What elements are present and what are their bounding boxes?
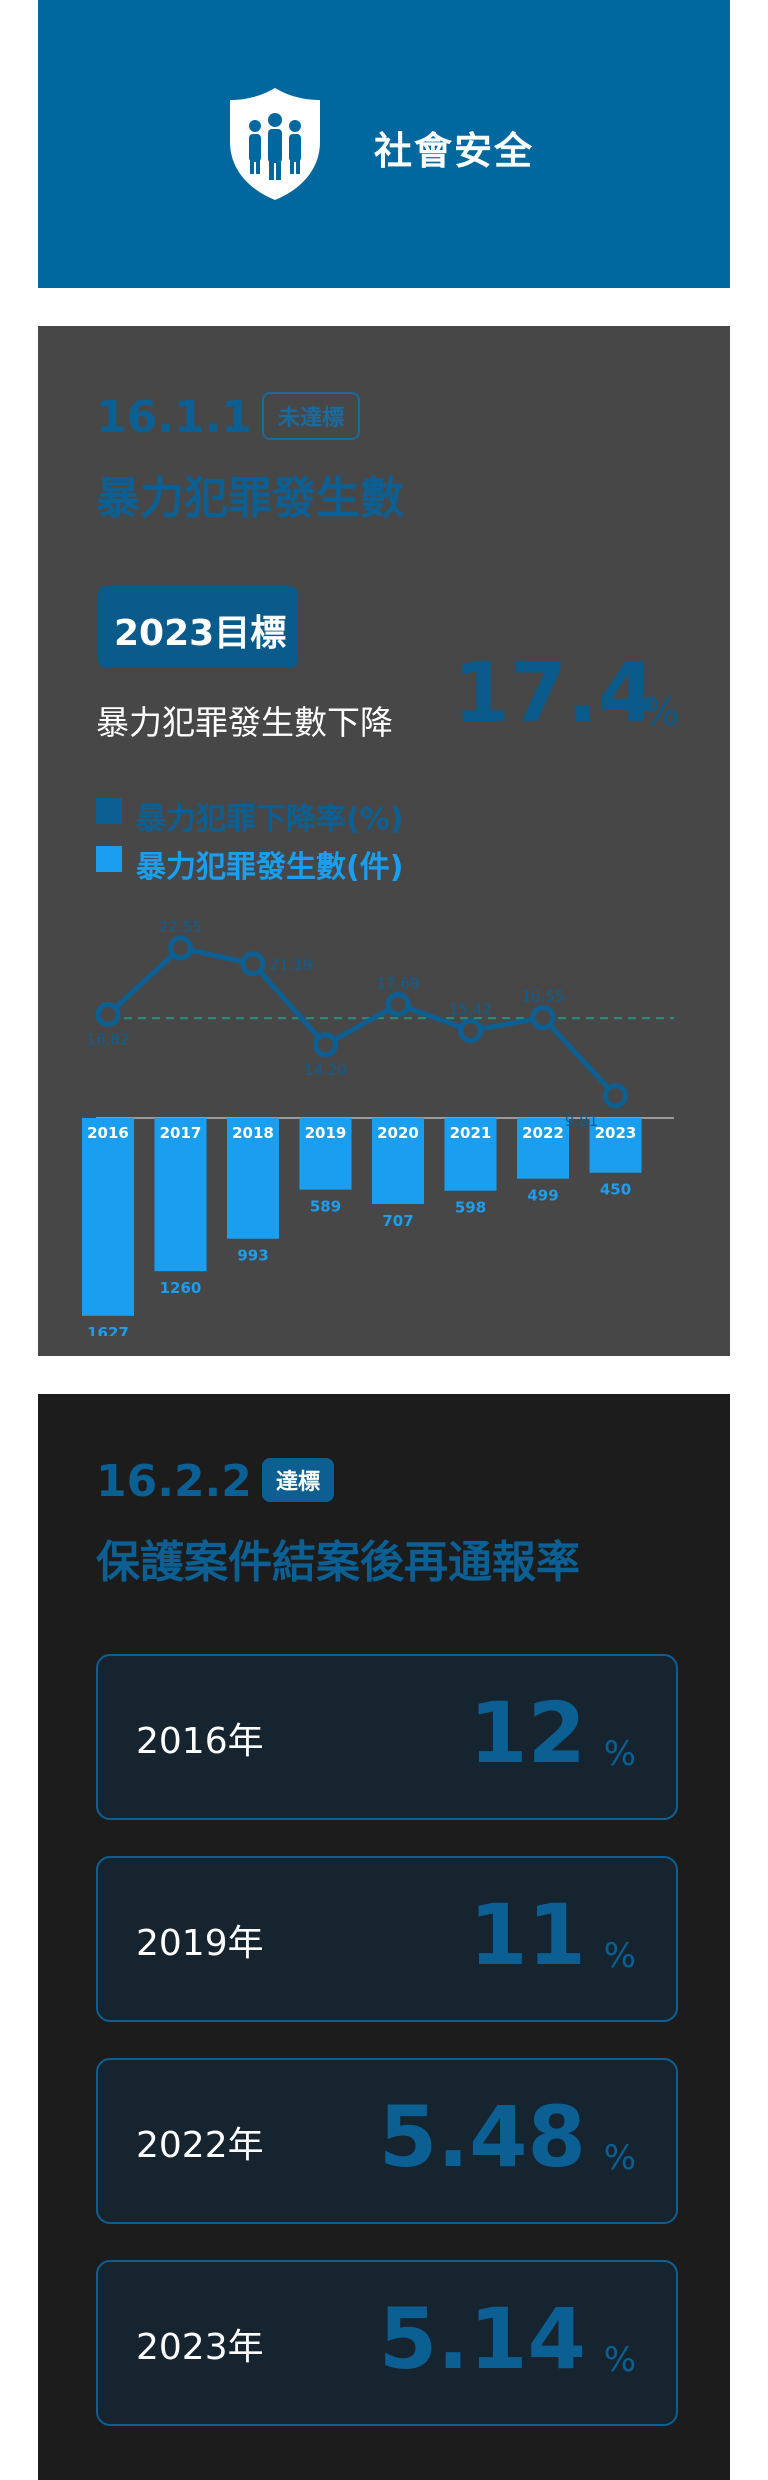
legend-swatch: [96, 798, 122, 824]
bar: [154, 1118, 207, 1272]
bar-value-label: 707: [382, 1212, 413, 1230]
x-tick-label: 2018: [232, 1124, 274, 1142]
rate-point: [603, 1083, 628, 1109]
rate-data-label: 22.55: [159, 918, 202, 936]
indicator-card-16-2-2: 16.2.2 達標 保護案件結案後再通報率 2016年 12 % 2019年 1…: [38, 1394, 730, 2480]
stat-value: 5.14: [378, 2290, 586, 2388]
stat-unit: %: [603, 1936, 636, 1976]
bar: [372, 1118, 424, 1204]
indicator-code: 16.1.1: [96, 392, 252, 443]
goal-badge: 2023目標: [98, 586, 298, 668]
bar: [517, 1118, 569, 1179]
bar-value-label: 499: [527, 1187, 558, 1205]
bar-value-label: 1260: [160, 1279, 202, 1297]
x-tick-label: 2022: [522, 1124, 564, 1142]
stat-year: 2019年: [136, 1923, 264, 1964]
header-title: 社會安全: [374, 129, 535, 173]
indicator-card-16-1-1: 16.1.1 未達標 暴力犯罪發生數 2023目標 暴力犯罪發生數下降 17.4…: [38, 326, 730, 1356]
bar: [589, 1118, 642, 1173]
stat-card-2019: 2019年 11 %: [96, 1856, 678, 2022]
x-tick-label: 2023: [595, 1124, 637, 1142]
legend-label: 暴力犯罪發生數(件): [136, 850, 404, 885]
x-tick-label: 2016: [87, 1124, 129, 1142]
x-tick-label: 2017: [160, 1124, 202, 1142]
stat-value: 11: [469, 1886, 586, 1984]
rate-data-label: 16.55: [522, 988, 565, 1006]
x-tick-label: 2021: [450, 1124, 492, 1142]
indicator-code: 16.2.2: [96, 1456, 252, 1507]
rate-data-label: 21.19: [270, 956, 313, 974]
bar-value-label: 1627: [87, 1324, 129, 1336]
bar: [227, 1118, 279, 1239]
rate-data-label: 15.42: [449, 1001, 492, 1019]
goal-value: 17.4: [453, 646, 656, 741]
bar: [444, 1118, 497, 1191]
family-shield-icon: [230, 88, 320, 200]
goal-label: 2023目標: [114, 613, 287, 654]
bar: [299, 1118, 352, 1190]
rate-point: [530, 1005, 556, 1031]
legend-label: 暴力犯罪下降率(%): [136, 802, 404, 837]
bar-value-label: 598: [455, 1199, 486, 1217]
bar-value-label: 589: [310, 1198, 341, 1216]
x-tick-label: 2019: [305, 1124, 347, 1142]
rate-point: [458, 1018, 483, 1044]
stat-unit: %: [603, 1734, 636, 1774]
bar-value-label: 993: [237, 1247, 268, 1265]
rate-data-label: 14.20: [304, 1061, 347, 1079]
indicator-title: 暴力犯罪發生數: [96, 473, 404, 524]
stat-value: 12: [469, 1684, 586, 1782]
rate-point: [240, 951, 266, 977]
stat-year: 2016年: [136, 1721, 264, 1762]
legend-swatch: [96, 846, 122, 872]
combo-chart: 2016 1627 2017 1260 2018 993 2019 589 2020 707 202…: [82, 918, 674, 1336]
rate-point: [95, 1001, 121, 1027]
stat-year: 2023年: [136, 2327, 264, 2368]
header-banner: 社會安全: [38, 0, 730, 288]
stat-card-2016: 2016年 12 %: [96, 1654, 678, 1820]
stat-unit: %: [603, 2138, 636, 2178]
goal-description: 暴力犯罪發生數下降: [96, 703, 393, 742]
status-badge: 未達標: [262, 392, 361, 440]
bar-value-label: 450: [600, 1181, 631, 1199]
rate-data-label: 16.82: [87, 1030, 130, 1048]
indicator-title: 保護案件結案後再通報率: [96, 1537, 580, 1588]
stat-unit: %: [603, 2340, 636, 2380]
rate-point: [385, 991, 411, 1017]
stat-card-2022: 2022年 5.48 %: [96, 2058, 678, 2224]
goal-unit: %: [643, 690, 680, 734]
rate-point: [313, 1032, 338, 1058]
x-tick-label: 2020: [377, 1124, 419, 1142]
stat-card-2023: 2023年 5.14 %: [96, 2260, 678, 2426]
rate-data-label: 9.81: [565, 1112, 598, 1130]
rate-point: [168, 935, 193, 961]
rate-data-label: 17.69: [377, 974, 420, 992]
status-badge: 達標: [262, 1458, 335, 1502]
stat-year: 2022年: [136, 2125, 264, 2166]
bar: [82, 1118, 134, 1316]
stat-value: 5.48: [378, 2088, 586, 2186]
